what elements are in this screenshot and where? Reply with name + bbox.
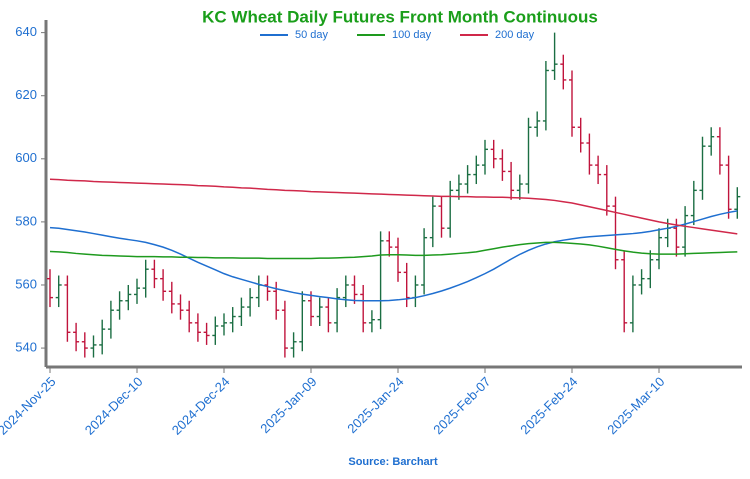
y-tick-label: 560 (15, 276, 37, 291)
moving-average-line (49, 178, 738, 235)
legend-label: 200 day (495, 29, 535, 41)
y-tick-label: 580 (15, 213, 37, 228)
moving-average-line (49, 241, 738, 260)
source-note: Source: Barchart (348, 456, 438, 468)
legend-label: 100 day (392, 29, 432, 41)
x-tick-label: 2025-Feb-07 (430, 374, 493, 437)
y-tick-label: 600 (15, 150, 37, 165)
x-tick-label: 2024-Nov-25 (0, 374, 59, 438)
chart-title: KC Wheat Daily Futures Front Month Conti… (202, 7, 598, 26)
moving-average-line (49, 210, 738, 302)
x-tick-label: 2024-Dec-24 (169, 374, 233, 438)
x-tick-label: 2025-Feb-24 (517, 374, 580, 437)
x-tick-label: 2025-Jan-09 (257, 374, 319, 436)
y-tick-label: 620 (15, 87, 37, 102)
x-tick-label: 2025-Jan-24 (344, 374, 406, 436)
legend-label: 50 day (295, 29, 329, 41)
y-tick-label: 640 (15, 24, 37, 39)
x-tick-label: 2025-Mar-10 (604, 374, 667, 437)
x-tick-label: 2024-Dec-10 (82, 374, 146, 438)
y-tick-label: 540 (15, 340, 37, 355)
